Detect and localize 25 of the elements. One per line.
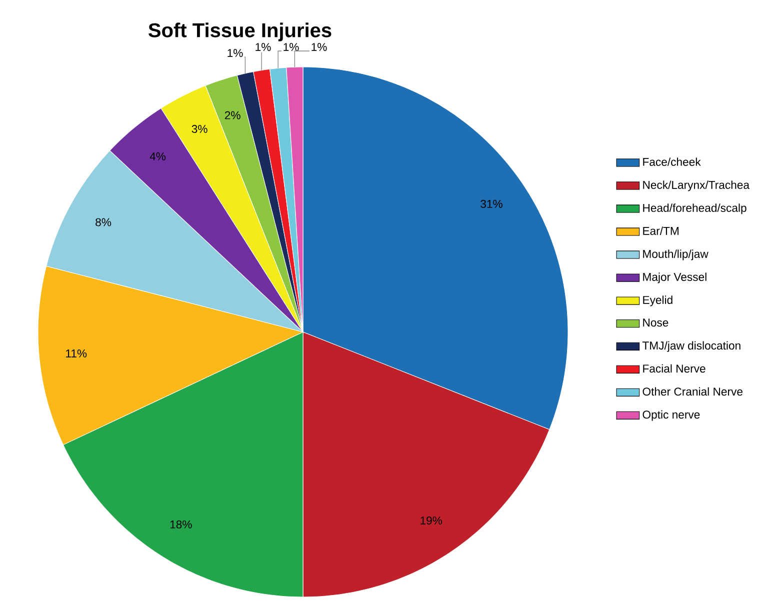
- data-label: 1%: [284, 43, 299, 51]
- legend-label: Head/forehead/scalp: [643, 204, 746, 214]
- legend-label: Other Cranial Nerve: [642, 387, 742, 396]
- data-label: 18%: [170, 520, 192, 528]
- legend-label: Nose: [643, 318, 668, 327]
- legend-label: Face/cheek: [643, 158, 701, 166]
- legend-label: Ear/TM: [643, 226, 678, 235]
- data-label: 2%: [224, 111, 240, 120]
- chart-title: Soft Tissue Injuries: [148, 22, 332, 42]
- data-label: 19%: [420, 516, 442, 524]
- legend-label: Optic nerve: [642, 410, 700, 421]
- data-label: 1%: [256, 43, 271, 51]
- data-label: 11%: [66, 349, 87, 358]
- legend-label: Facial Nerve: [643, 364, 706, 373]
- legend-label: Mouth/lip/jaw: [643, 250, 708, 260]
- data-label: 4%: [150, 152, 166, 160]
- data-label: 1%: [312, 43, 327, 51]
- data-label: 8%: [96, 218, 112, 226]
- data-label: 3%: [192, 124, 208, 133]
- legend-label: Eyelid: [643, 296, 672, 306]
- legend-label: Neck/Larynx/Trachea: [643, 180, 750, 192]
- data-label: 31%: [480, 200, 502, 208]
- legend-label: TMJ/jaw dislocation: [642, 341, 740, 352]
- data-label: 1%: [228, 49, 243, 57]
- legend-label: Major Vessel: [643, 272, 706, 284]
